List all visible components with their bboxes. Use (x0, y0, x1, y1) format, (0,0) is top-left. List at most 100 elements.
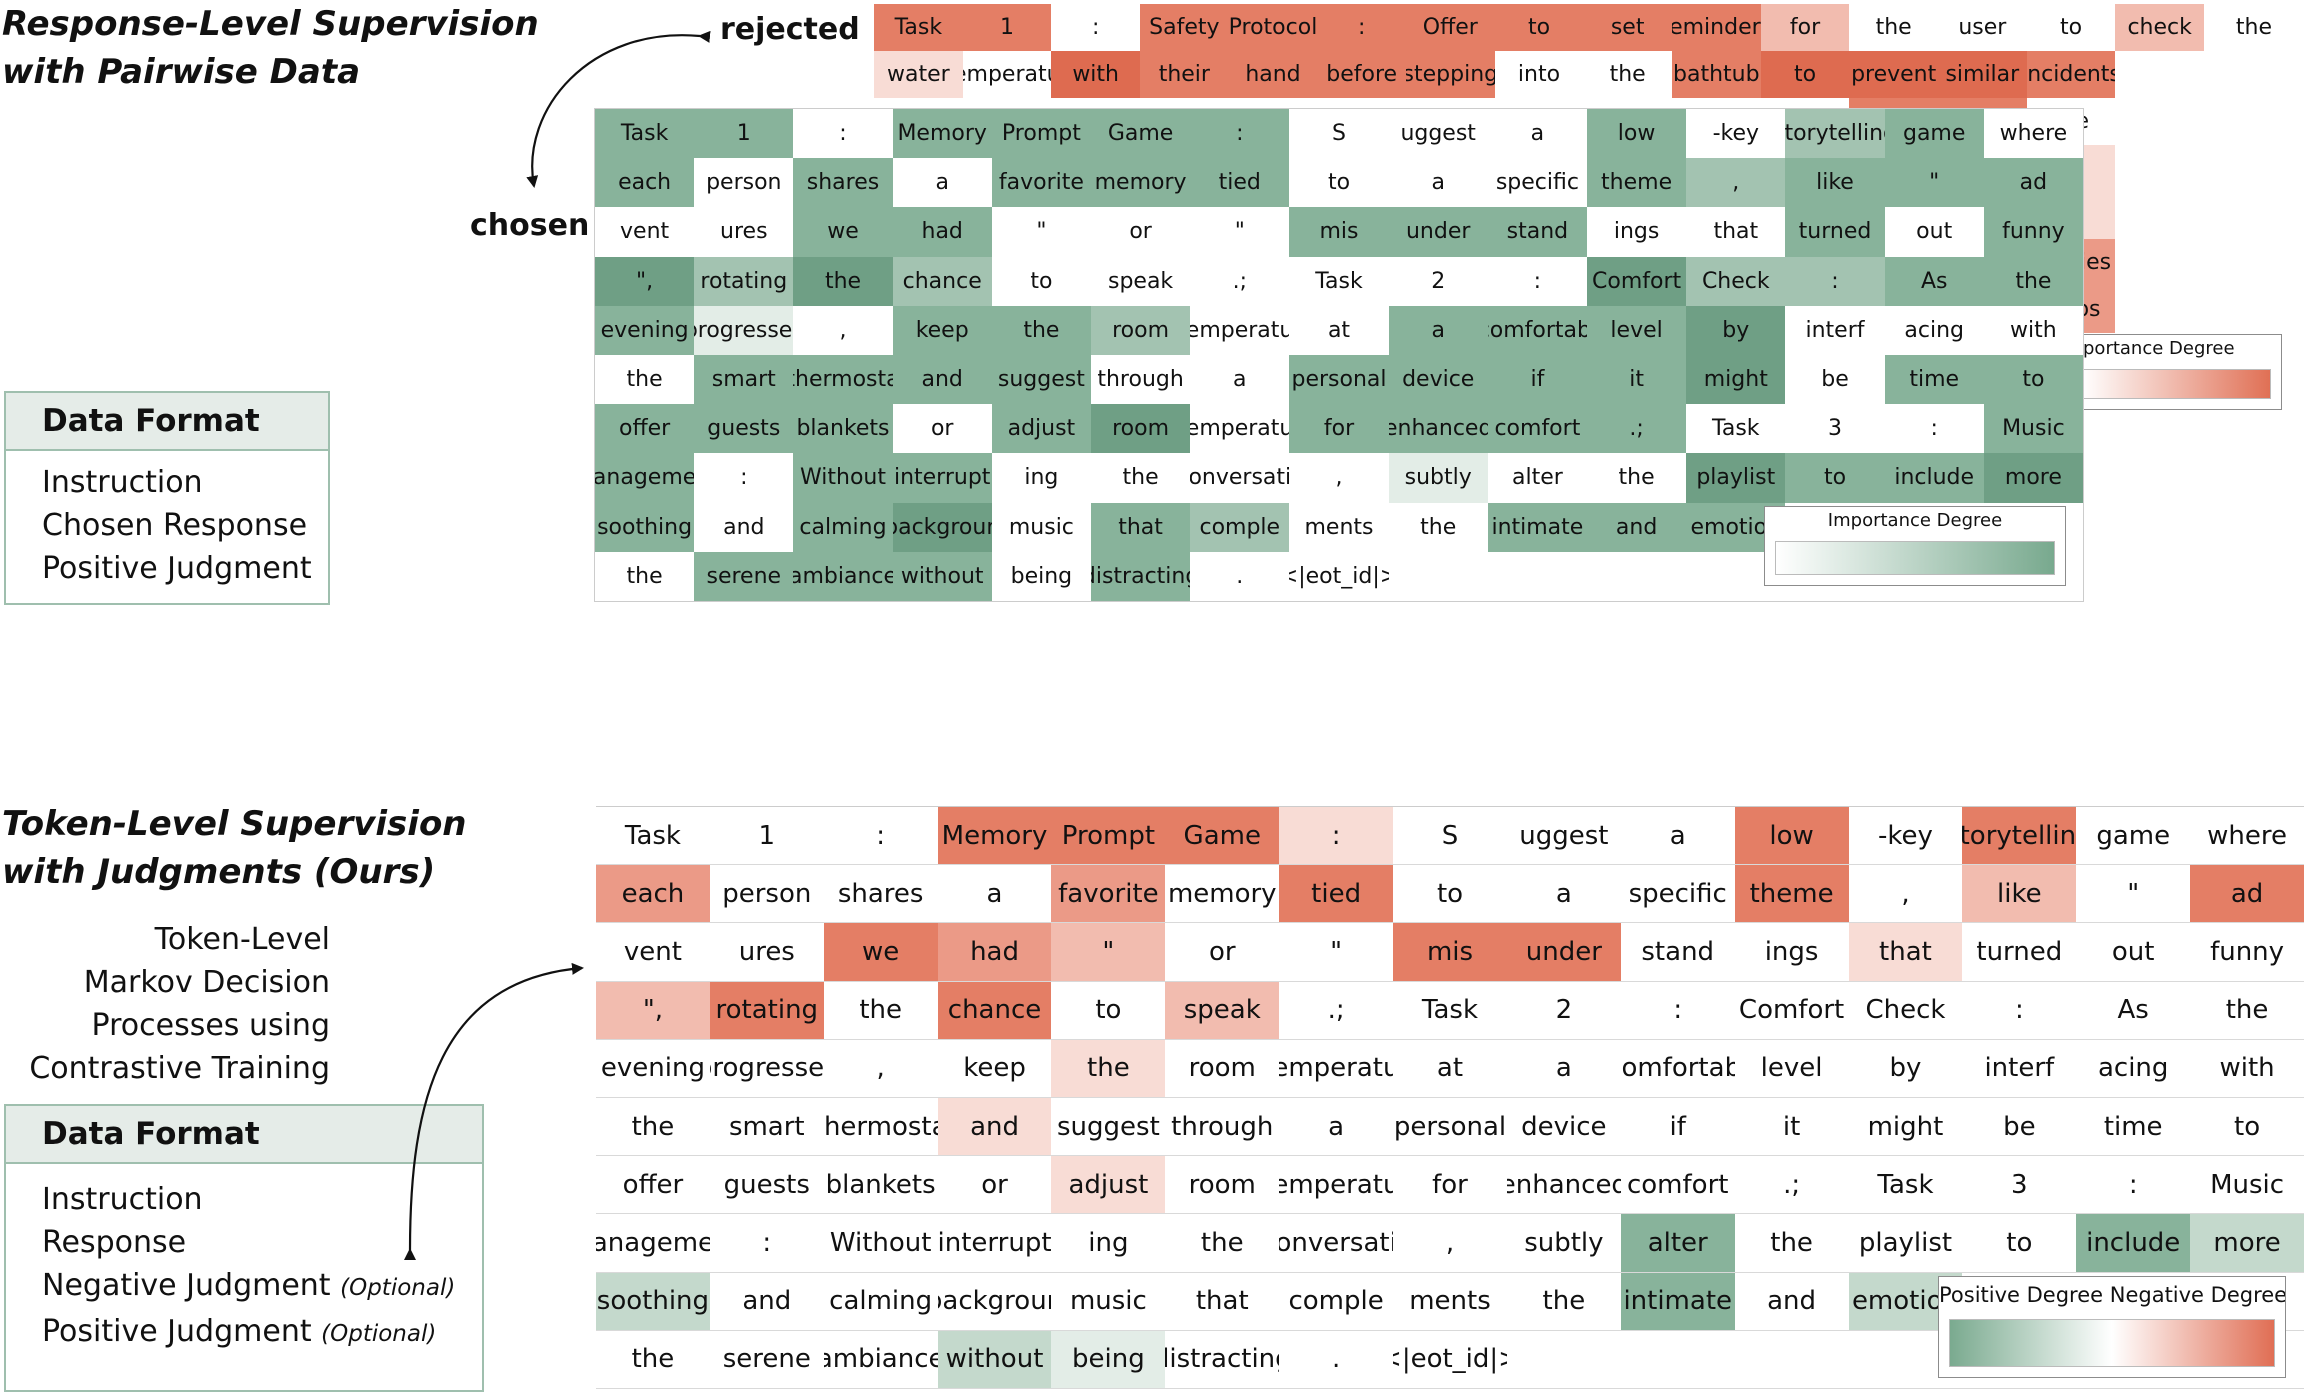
token-cell: calming (823, 1272, 938, 1331)
token-cell: under (1506, 923, 1621, 982)
positive-negative-legend-title: Positive Degree Negative Degree (1939, 1283, 2285, 1307)
token-cell: Without (823, 1214, 938, 1273)
token-cell: the (596, 1098, 710, 1157)
rejected-token (2115, 192, 2204, 239)
token-cell: a (1506, 865, 1621, 924)
chosen-token: rotating (694, 256, 794, 306)
rejected-label: rejected (720, 12, 860, 47)
rejected-importance-legend: portance Degree (2070, 334, 2282, 410)
token-cell: level (1734, 1039, 1849, 1098)
chosen-token: comple (1190, 502, 1290, 552)
token-cell: with (2190, 1039, 2304, 1098)
description-line-3: Processes using (91, 1008, 330, 1043)
token-cell: tied (1279, 865, 1394, 924)
token-cell: at (1393, 1039, 1507, 1098)
token-cell: if (1620, 1098, 1735, 1157)
token-cell: might (1848, 1098, 1963, 1157)
chosen-token: Check (1686, 256, 1786, 306)
token-cell: enhanced (1506, 1156, 1621, 1215)
chosen-token: .; (1190, 256, 1290, 306)
token-cell: uggest (1506, 807, 1621, 866)
optional-note: (Optional) (321, 1321, 437, 1347)
chosen-token: , (793, 305, 893, 355)
rejected-token: to (1494, 4, 1584, 51)
bottom-title-line-1: Token-Level Supervision (2, 804, 467, 844)
chosen-token: Game (1090, 109, 1191, 159)
token-cell: through (1165, 1098, 1280, 1157)
chosen-token: ", (595, 256, 695, 306)
top-data-format-item-chosen-response: Chosen Response (42, 508, 308, 543)
token-cell: had (937, 923, 1052, 982)
token-cell: that (1165, 1272, 1280, 1331)
chosen-token: theme (1586, 158, 1687, 208)
chosen-token: backgroun (892, 502, 992, 552)
token-cell: a (1506, 1039, 1621, 1098)
token-cell: 1 (709, 807, 824, 866)
chosen-token: subtly (1388, 453, 1488, 503)
rejected-token: into (1494, 51, 1584, 98)
token-cell: favorite (1051, 865, 1166, 924)
chosen-token: turned (1785, 207, 1885, 257)
bottom-title-line-2: with Judgments (Ours) (2, 852, 436, 892)
token-cell: shares (823, 865, 938, 924)
rejected-token (2115, 51, 2204, 98)
token-cell: smart (709, 1098, 824, 1157)
chosen-token: blankets (793, 404, 893, 454)
token-cell: rotating (709, 981, 824, 1040)
token-cell: serene (709, 1330, 824, 1389)
token-cell: storytelling (1962, 807, 2077, 866)
chosen-token: ures (694, 207, 794, 257)
chosen-token: mis (1289, 207, 1389, 257)
chosen-token-grid: Task1:MemoryPromptGame:Suggestalow-keyst… (594, 108, 2084, 602)
chosen-token: personal (1289, 355, 1389, 405)
rejected-token: to (2026, 4, 2116, 51)
chosen-token: for (1289, 404, 1389, 454)
token-cell (1506, 1330, 1621, 1389)
chosen-token: " (1884, 158, 1984, 208)
token-cell (1734, 1330, 1849, 1389)
chosen-token: that (1686, 207, 1786, 257)
token-cell: Task (1848, 1156, 1963, 1215)
token-cell: more (2190, 1214, 2304, 1273)
chosen-token: the (991, 305, 1091, 355)
token-cell: theme (1734, 865, 1849, 924)
chosen-token: S (1289, 109, 1389, 159)
chosen-token: it (1586, 355, 1687, 405)
chosen-token: temperatur (1190, 305, 1290, 355)
token-cell: Music (2190, 1156, 2304, 1215)
chosen-token: evening (595, 305, 695, 355)
rejected-token (2115, 145, 2204, 192)
data-format-to-tokens-arrow (403, 962, 584, 1261)
chosen-token: Task (1289, 256, 1389, 306)
rejected-token: before (1317, 51, 1406, 98)
token-cell: we (823, 923, 938, 982)
token-cell: to (1051, 981, 1166, 1040)
chosen-token: offer (595, 404, 695, 454)
chosen-token (1586, 551, 1687, 601)
chosen-token: comfortabl (1487, 305, 1587, 355)
token-cell: or (937, 1156, 1052, 1215)
token-cell: or (1165, 923, 1280, 982)
token-cell: and (937, 1098, 1052, 1157)
token-cell: room (1165, 1156, 1280, 1215)
token-cell: : (823, 807, 938, 866)
chosen-token (1487, 551, 1587, 601)
token-cell: interrupt (937, 1214, 1052, 1273)
chosen-token: soothing (595, 502, 695, 552)
token-cell: ments (1393, 1272, 1507, 1331)
token-cell: distracting (1165, 1330, 1280, 1389)
top-data-format-box: Data Format Instruction Chosen Response … (4, 391, 330, 605)
chosen-token: speak (1090, 256, 1191, 306)
top-title-line-2: with Pairwise Data (2, 52, 361, 92)
token-cell: <|eot_id|> (1393, 1330, 1507, 1389)
rejected-token: to (1760, 51, 1850, 98)
chosen-token: room (1090, 305, 1191, 355)
chosen-token: : (1884, 404, 1984, 454)
chosen-token: low (1586, 109, 1687, 159)
rejected-token: Task (874, 4, 963, 51)
token-cell: specific (1620, 865, 1735, 924)
chosen-token: adjust (991, 404, 1091, 454)
token-cell: Comfort (1734, 981, 1849, 1040)
chosen-token: : (1487, 256, 1587, 306)
